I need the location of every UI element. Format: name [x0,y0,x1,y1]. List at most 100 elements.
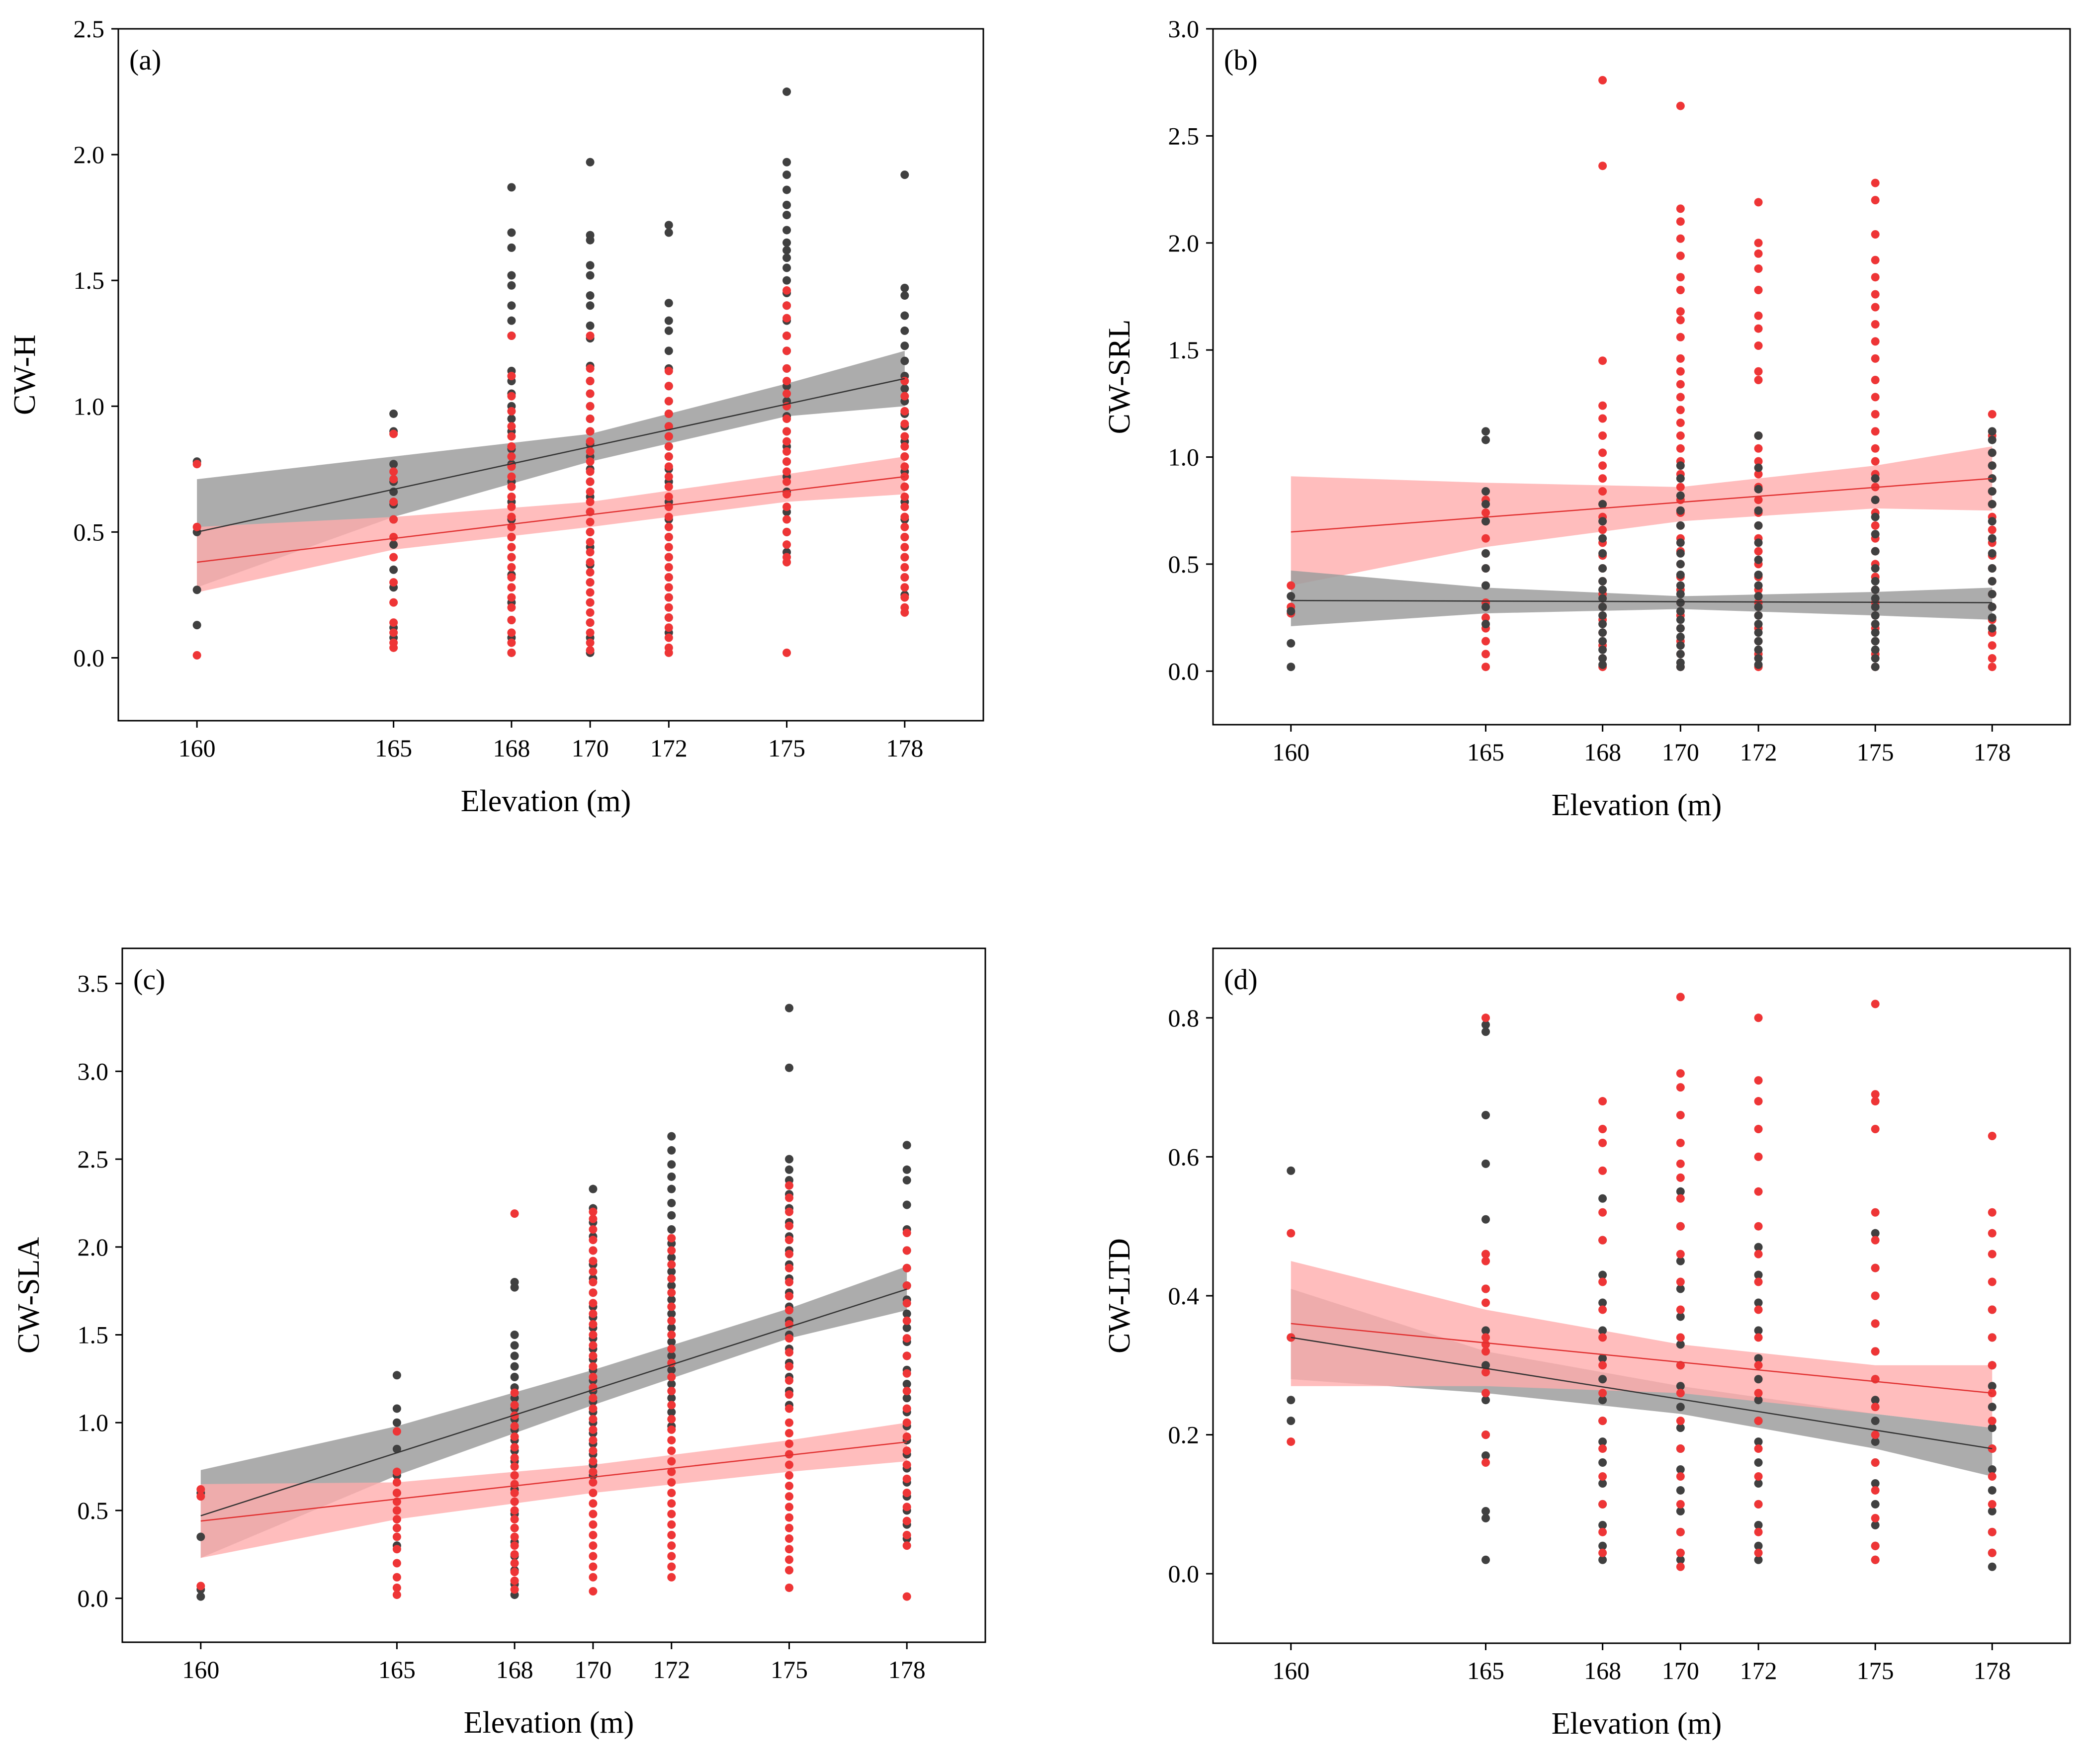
red-point [1754,1472,1763,1481]
red-confidence-band [200,1423,907,1558]
black-point [1676,506,1685,515]
x-tick-label: 160 [1272,1657,1309,1684]
x-axis-title: Elevation (m) [464,1706,634,1740]
black-point [900,341,909,350]
black-point [1287,1166,1296,1175]
red-point [589,1489,598,1498]
black-point [1871,645,1880,654]
black-point [1871,564,1880,573]
black-point [667,1184,676,1193]
red-point [1481,1250,1490,1259]
black-point [1871,611,1880,620]
red-point [1871,273,1880,282]
black-point [1676,1312,1685,1321]
red-point [902,1489,911,1498]
black-point [667,1172,676,1181]
red-point [1754,1187,1763,1196]
black-point [1871,547,1880,556]
black-point [1871,637,1880,646]
y-tick-label: 0.6 [1168,1143,1200,1171]
red-point [784,1513,793,1522]
y-tick-label: 2.0 [74,141,105,168]
x-tick-label: 160 [182,1656,219,1683]
x-tick-label: 175 [1857,738,1894,766]
red-point [586,548,595,557]
red-point [784,1404,793,1413]
red-point [589,1573,598,1582]
red-point [1754,1076,1763,1085]
red-point [782,503,791,511]
red-point [510,1515,519,1524]
black-point [1754,628,1763,637]
red-point [1676,234,1685,243]
black-point [1676,650,1685,659]
red-point [900,593,909,602]
black-point [510,1362,519,1371]
black-point [1676,570,1685,579]
red-point [392,1427,401,1436]
black-point [1598,549,1607,558]
black-point [1754,521,1763,530]
red-point [586,598,595,607]
red-point [1871,354,1880,363]
black-point [1988,461,1997,470]
black-point [1871,602,1880,611]
red-point [1481,1368,1490,1377]
red-point [1481,663,1490,672]
red-point [784,1503,793,1512]
red-point [900,563,909,572]
red-point [664,573,673,582]
x-tick-label: 165 [375,734,412,762]
red-point [1481,613,1490,622]
red-point [1676,1222,1685,1231]
black-point [900,326,909,335]
black-point [1598,1270,1607,1279]
red-point [667,1467,676,1476]
black-point [1481,427,1490,436]
red-point [667,1316,676,1325]
y-axis-title: CW-LTD [1103,1238,1136,1353]
red-point [1988,1527,1997,1536]
red-point [1676,1250,1685,1259]
red-point [1988,1548,1997,1557]
black-point [1598,1555,1607,1564]
red-point [664,397,673,406]
red-point [784,1555,793,1564]
y-tick-label: 0.0 [74,644,105,672]
black-point [392,1371,401,1380]
red-point [510,1422,519,1430]
red-point [900,442,909,451]
y-tick-label: 3.0 [78,1057,109,1085]
red-point [784,1534,793,1543]
black-point [1676,624,1685,633]
red-point [510,1443,519,1452]
black-point [667,1225,676,1234]
red-point [1871,290,1880,299]
y-tick-label: 1.0 [74,392,105,420]
black-point [782,238,791,247]
red-point [1481,1347,1490,1356]
red-point [586,588,595,597]
red-point [589,1214,598,1223]
black-point [1481,487,1490,496]
black-point [782,170,791,179]
red-point [664,633,673,642]
red-point [586,457,595,466]
y-tick-label: 2.0 [78,1233,109,1261]
black-point [1988,624,1997,633]
red-point [1871,457,1880,466]
red-point [664,648,673,657]
red-point [1871,1555,1880,1564]
red-point [664,432,673,441]
red-point [1871,1403,1880,1412]
red-point [900,583,909,592]
red-point [389,553,398,562]
red-point [1598,487,1607,496]
red-point [1481,508,1490,517]
red-point [586,538,595,547]
red-point [667,1344,676,1353]
red-point [1988,1131,1997,1140]
y-tick-label: 0.0 [1168,657,1200,685]
black-point [389,565,398,574]
plot-area [192,87,909,660]
